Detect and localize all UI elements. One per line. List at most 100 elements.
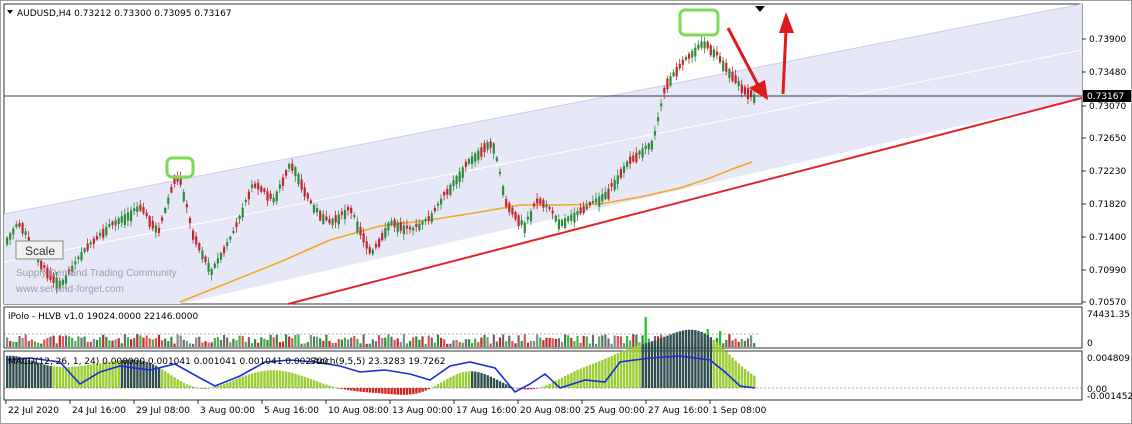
time-axis[interactable]: 22 Jul 2020 24 Jul 16:00 29 Jul 08:00 3 Aug… bbox=[5, 400, 767, 416]
price-pane[interactable]: AUDUSD,H4 0.73212 0.73300 0.73095 0.7316… bbox=[3, 3, 1083, 305]
macd-bar bbox=[86, 364, 89, 388]
candle-body bbox=[486, 142, 489, 150]
macd-bar bbox=[629, 348, 632, 388]
price-channel bbox=[4, 4, 1082, 304]
candle-body bbox=[650, 140, 653, 150]
candle-body bbox=[641, 148, 644, 158]
volume-bar bbox=[6, 337, 9, 347]
macd-bar bbox=[511, 386, 514, 388]
scale-button-label[interactable]: Scale bbox=[25, 244, 55, 258]
macd-bar bbox=[77, 366, 80, 388]
price-tick-label: 0.73070 bbox=[1089, 102, 1126, 112]
candle-body bbox=[399, 222, 402, 231]
macd-bar bbox=[495, 379, 499, 388]
symbol-dropdown-icon[interactable] bbox=[7, 10, 13, 14]
volume-bar bbox=[83, 336, 86, 347]
candle-body bbox=[40, 260, 43, 270]
macd-bar bbox=[443, 380, 446, 388]
candle-body bbox=[384, 228, 387, 238]
candle-body bbox=[669, 76, 672, 86]
price-tick-label: 0.73900 bbox=[1089, 35, 1126, 45]
candle-body bbox=[241, 207, 244, 218]
candle-body bbox=[753, 94, 756, 104]
volume-bar bbox=[340, 339, 343, 347]
volume-bar bbox=[55, 343, 58, 347]
candle-body bbox=[719, 56, 722, 63]
macd-bar bbox=[740, 366, 744, 388]
macd-bar bbox=[449, 377, 452, 388]
macd-bar bbox=[688, 329, 691, 388]
volume-bar bbox=[644, 317, 647, 347]
macd-bar bbox=[514, 387, 517, 389]
candle-body bbox=[250, 184, 254, 188]
volume-bar bbox=[58, 335, 61, 347]
macd-bar bbox=[362, 388, 365, 393]
macd-bar bbox=[678, 331, 682, 388]
volume-pane[interactable]: iPolo - HLVB v1.0 19024.0000 22146.0000 … bbox=[3, 306, 1130, 349]
current-price-tag: 0.73167 bbox=[1083, 90, 1131, 102]
candle-body bbox=[64, 275, 68, 284]
volume-bar bbox=[68, 336, 71, 347]
macd-bar bbox=[638, 345, 641, 388]
volume-bar bbox=[585, 336, 588, 347]
volume-bar bbox=[322, 340, 325, 347]
candle-body bbox=[706, 41, 709, 49]
chart-shift-marker[interactable] bbox=[755, 6, 765, 12]
macd-bar bbox=[157, 367, 161, 388]
volume-bar bbox=[595, 343, 598, 347]
volume-bar bbox=[288, 336, 291, 347]
volume-bar bbox=[430, 337, 433, 347]
macd-bar bbox=[179, 381, 182, 388]
candle-body bbox=[396, 222, 399, 233]
volume-bar bbox=[154, 338, 157, 347]
time-tick-label: 5 Aug 16:00 bbox=[264, 406, 319, 416]
macd-bar bbox=[477, 372, 480, 388]
candle-body bbox=[424, 219, 427, 222]
macd-bar bbox=[43, 364, 46, 388]
candle-body bbox=[657, 117, 660, 122]
volume-bar bbox=[405, 343, 409, 347]
candle-body bbox=[660, 103, 663, 107]
macd-bar bbox=[148, 362, 151, 388]
macd-bar bbox=[210, 387, 213, 389]
candle-body bbox=[266, 191, 269, 201]
candle-body bbox=[232, 231, 235, 234]
support-trendline[interactable] bbox=[287, 97, 1083, 305]
macd-bar bbox=[316, 381, 319, 388]
macd-bar bbox=[223, 383, 226, 388]
macd-bar bbox=[486, 375, 489, 388]
candle-body bbox=[595, 198, 598, 203]
volume-bar bbox=[390, 336, 393, 347]
macd-bar bbox=[489, 376, 492, 388]
volume-bar bbox=[570, 337, 573, 347]
volume-bar bbox=[325, 334, 328, 347]
candle-body bbox=[390, 220, 393, 225]
price-axis[interactable]: 0.73900 0.73480 0.73070 0.72650 0.72230 0.718… bbox=[1082, 35, 1126, 308]
candle-body bbox=[378, 238, 381, 247]
macd-bar bbox=[15, 356, 18, 388]
candle-body bbox=[554, 215, 557, 222]
volume-bar bbox=[722, 343, 725, 347]
macd-bar bbox=[650, 341, 654, 388]
macd-bar bbox=[58, 367, 62, 388]
scale-button-bg[interactable] bbox=[15, 240, 64, 260]
candle-body bbox=[86, 243, 89, 251]
macd-bar bbox=[415, 388, 418, 394]
macd-bar bbox=[709, 337, 713, 388]
candle-body bbox=[319, 210, 322, 221]
macd-bar bbox=[529, 388, 533, 390]
candle-body bbox=[604, 191, 607, 200]
volume-bar bbox=[207, 342, 210, 347]
candle-body bbox=[68, 269, 71, 275]
macd-pane[interactable]: MACD(12, 26, 1, 24) 0.000000 0.001041 0.… bbox=[3, 329, 1132, 402]
macd-bar bbox=[353, 388, 356, 392]
symbol-info: AUDUSD,H4 0.73212 0.73300 0.73095 0.7316… bbox=[17, 9, 232, 19]
volume-bar bbox=[123, 334, 126, 347]
scale-button[interactable]: Scale bbox=[15, 240, 64, 260]
time-tick-label: 17 Aug 16:00 bbox=[456, 406, 517, 416]
macd-bar bbox=[371, 388, 375, 393]
macd-bar bbox=[418, 388, 421, 393]
macd-bar bbox=[68, 366, 71, 388]
volume-bar bbox=[105, 336, 108, 347]
